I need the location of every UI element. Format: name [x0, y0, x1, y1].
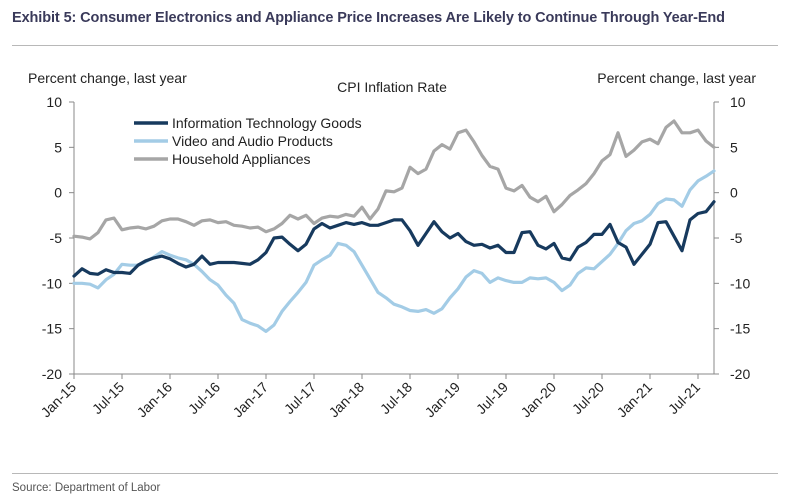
legend-label-video-audio: Video and Audio Products	[172, 133, 333, 149]
right-y-tick-label: -5	[730, 230, 743, 246]
x-tick-label: Jan-18	[326, 379, 368, 421]
x-tick-label: Jul-20	[569, 379, 607, 417]
left-y-ticks: 10 5 0 -5 -10 -15 -20	[42, 94, 74, 382]
left-y-tick-label: 5	[54, 139, 62, 155]
legend-label-appliances: Household Appliances	[172, 151, 311, 167]
right-y-tick-label: -15	[730, 321, 750, 337]
plot-area	[74, 102, 714, 374]
left-axis-title: Percent change, last year	[28, 70, 187, 86]
series-lines	[72, 119, 716, 333]
bottom-divider	[12, 473, 778, 474]
x-tick-label: Jan-19	[422, 379, 464, 421]
top-divider	[12, 45, 778, 46]
x-tick-label: Jan-16	[134, 379, 176, 421]
left-y-tick-label: 10	[46, 94, 62, 110]
x-tick-label: Jul-17	[281, 379, 319, 417]
x-tick-label: Jul-18	[377, 379, 415, 417]
cpi-line-chart: Percent change, last year Percent change…	[28, 70, 756, 421]
x-tick-label: Jul-19	[473, 379, 511, 417]
left-y-tick-label: -5	[50, 230, 63, 246]
series-line-video-audio	[72, 169, 716, 333]
right-y-tick-label: -20	[730, 366, 750, 382]
source-note: Source: Department of Labor	[12, 482, 161, 494]
x-tick-label: Jul-16	[185, 379, 223, 417]
right-axis-title: Percent change, last year	[597, 70, 756, 86]
right-y-ticks: 10 5 0 -5 -10 -15 -20	[714, 94, 750, 382]
x-tick-label: Jul-15	[89, 379, 127, 417]
series-line-appliances	[72, 119, 716, 241]
right-y-tick-label: 5	[730, 139, 738, 155]
left-y-tick-label: -20	[42, 366, 62, 382]
right-y-tick-label: -10	[730, 275, 750, 291]
chart-title: CPI Inflation Rate	[337, 79, 447, 95]
series-line-it-goods	[72, 200, 716, 278]
exhibit-title: Exhibit 5: Consumer Electronics and Appl…	[12, 10, 725, 26]
x-tick-label: Jul-21	[665, 379, 703, 417]
x-tick-label: Jan-20	[518, 379, 560, 421]
left-y-tick-label: -15	[42, 321, 62, 337]
legend-label-it-goods: Information Technology Goods	[172, 115, 362, 131]
x-ticks: Jan-15 Jul-15 Jan-16 Jul-16 Jan-17 Jul-17 Jan-…	[38, 374, 703, 421]
right-y-tick-label: 10	[730, 94, 746, 110]
legend: Information Technology Goods Video and A…	[134, 115, 362, 167]
x-tick-label: Jan-21	[614, 379, 656, 421]
left-y-tick-label: 0	[54, 185, 62, 201]
left-y-tick-label: -10	[42, 275, 62, 291]
x-tick-label: Jan-17	[230, 379, 272, 421]
right-y-tick-label: 0	[730, 185, 738, 201]
x-tick-label: Jan-15	[38, 379, 80, 421]
